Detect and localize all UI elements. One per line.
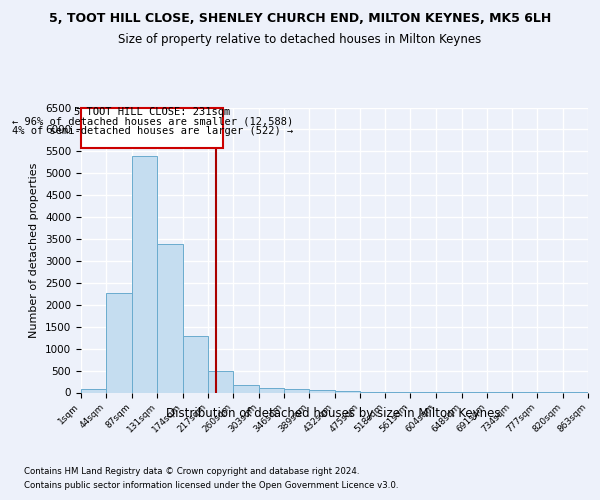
Bar xyxy=(233,386,259,392)
Text: 5, TOOT HILL CLOSE, SHENLEY CHURCH END, MILTON KEYNES, MK5 6LH: 5, TOOT HILL CLOSE, SHENLEY CHURCH END, … xyxy=(49,12,551,26)
Text: 4% of semi-detached houses are larger (522) →: 4% of semi-detached houses are larger (5… xyxy=(11,126,293,136)
Bar xyxy=(157,244,183,392)
Text: Contains HM Land Registry data © Crown copyright and database right 2024.: Contains HM Land Registry data © Crown c… xyxy=(24,468,359,476)
Y-axis label: Number of detached properties: Number of detached properties xyxy=(29,162,40,338)
Bar xyxy=(309,390,335,392)
Bar xyxy=(208,372,233,392)
Bar xyxy=(131,156,157,392)
Text: Distribution of detached houses by size in Milton Keynes: Distribution of detached houses by size … xyxy=(166,408,500,420)
Text: Size of property relative to detached houses in Milton Keynes: Size of property relative to detached ho… xyxy=(118,32,482,46)
Bar xyxy=(284,390,309,392)
Bar xyxy=(335,391,360,392)
Bar xyxy=(106,292,131,392)
Bar xyxy=(183,336,208,392)
Bar xyxy=(81,389,106,392)
Bar xyxy=(259,388,284,392)
FancyBboxPatch shape xyxy=(81,108,223,148)
Text: 5 TOOT HILL CLOSE: 231sqm: 5 TOOT HILL CLOSE: 231sqm xyxy=(74,107,230,117)
Text: Contains public sector information licensed under the Open Government Licence v3: Contains public sector information licen… xyxy=(24,481,398,490)
Text: ← 96% of detached houses are smaller (12,588): ← 96% of detached houses are smaller (12… xyxy=(11,116,293,126)
